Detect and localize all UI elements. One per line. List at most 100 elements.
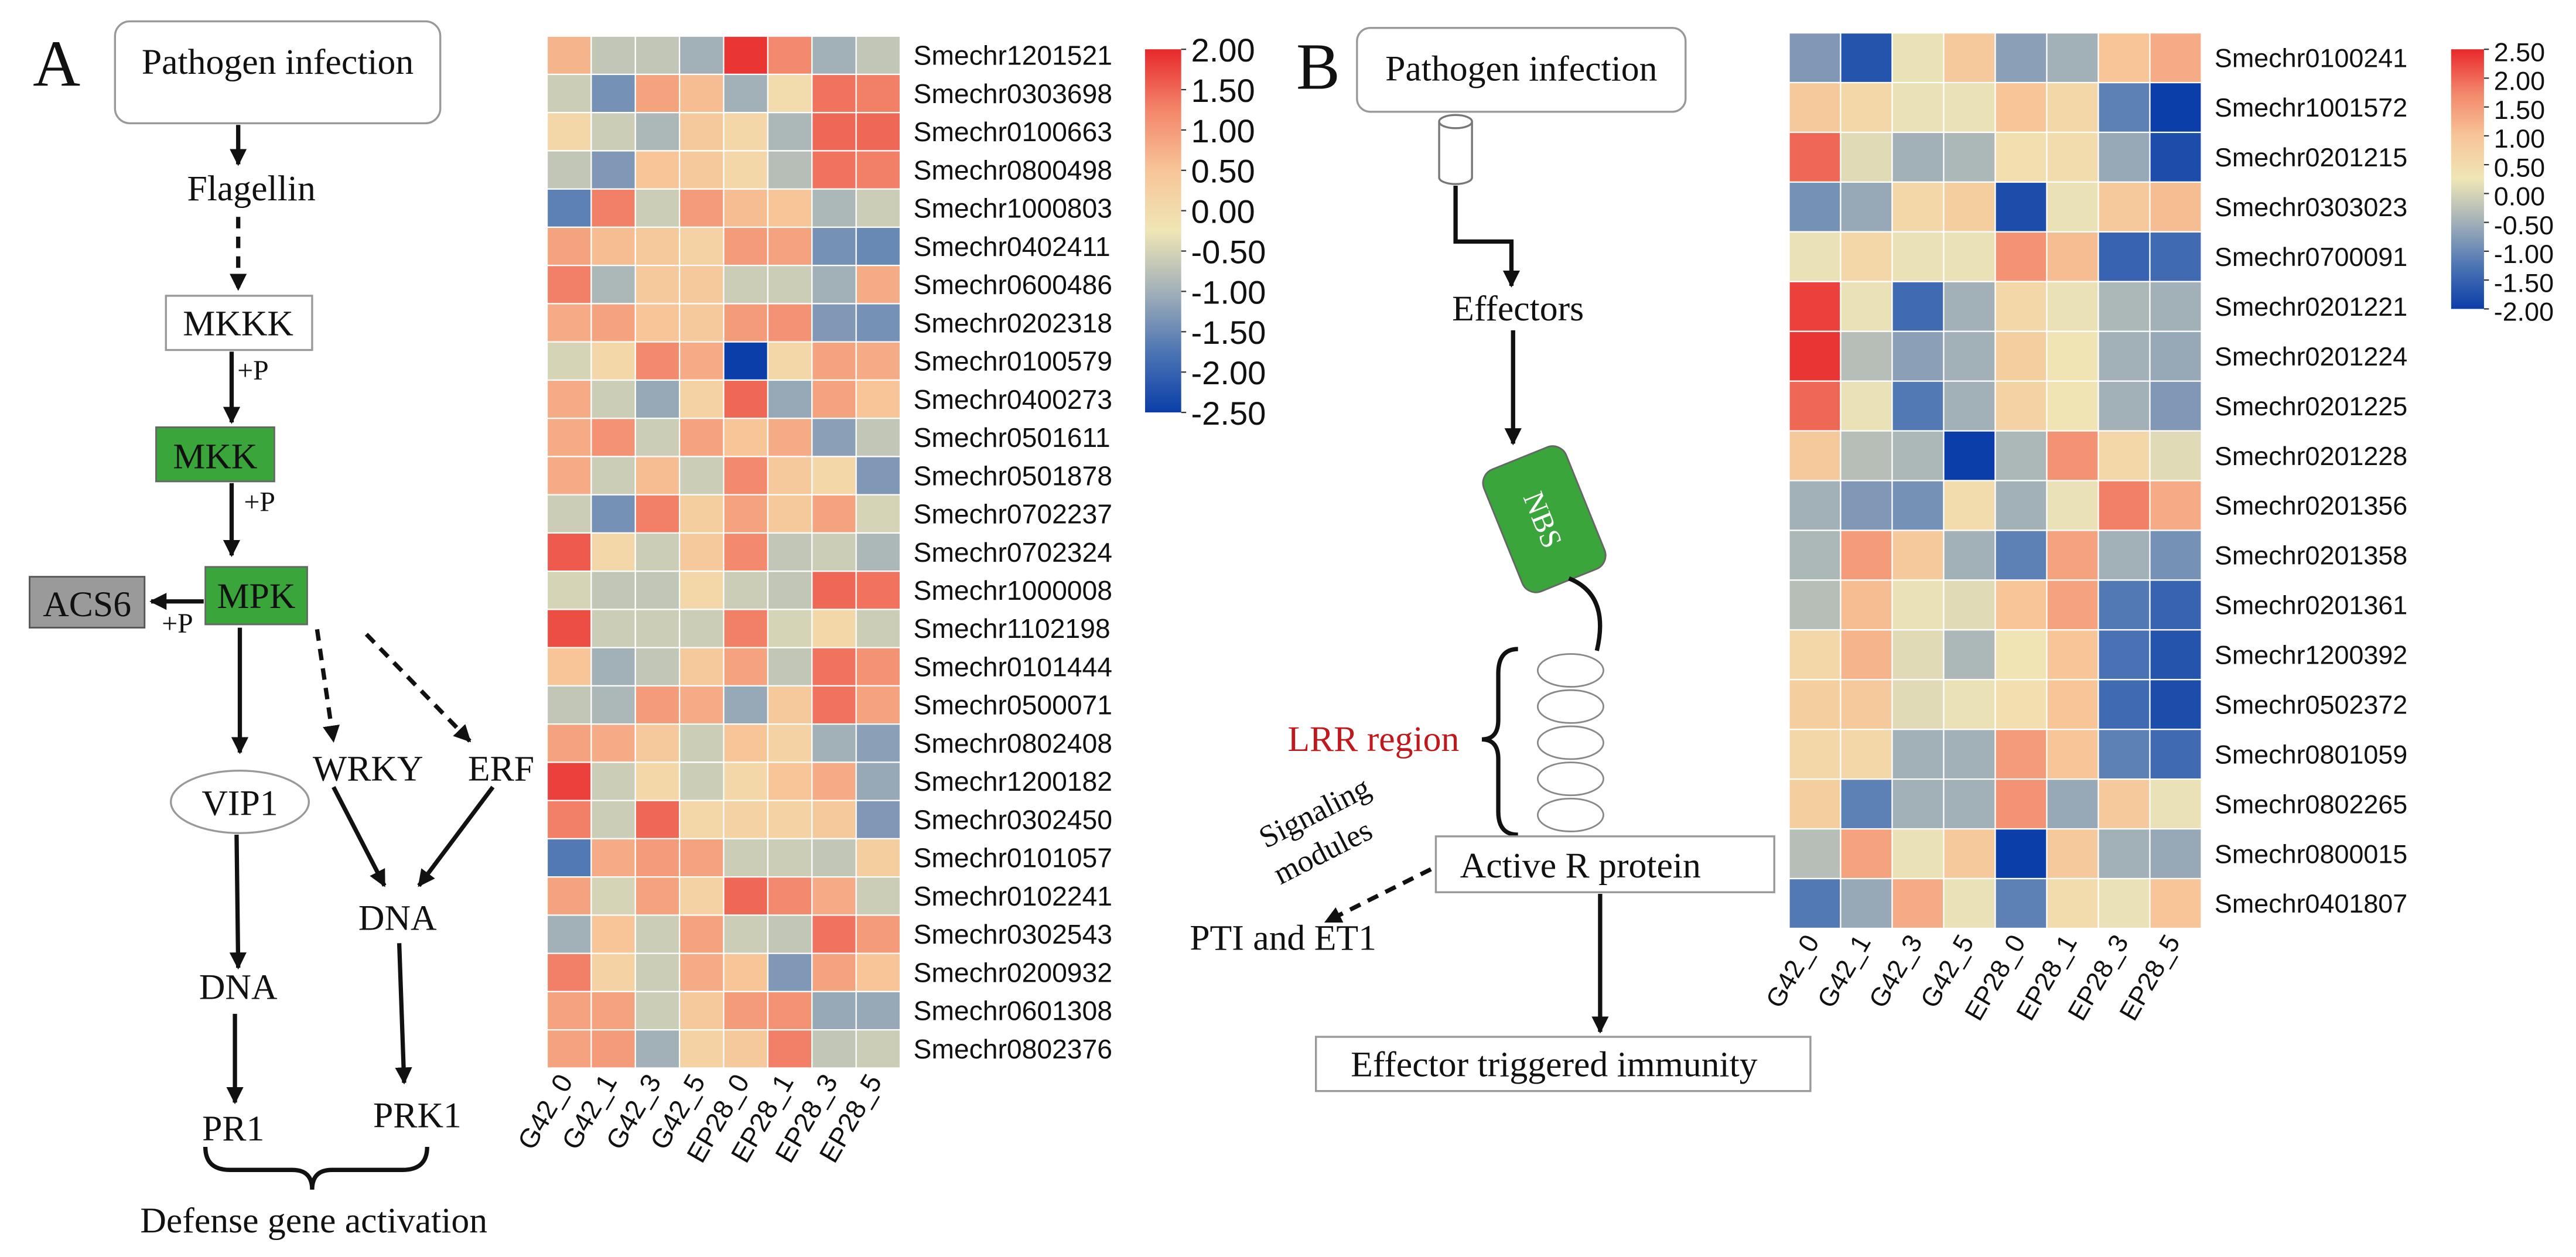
heatmap-cell [811,379,857,419]
heatmap-cell [2149,430,2202,481]
heatmap-cell [1891,181,1945,233]
heatmap-cell [1943,778,1996,830]
heatmap-cell [1943,828,1996,880]
heatmap-cell [2149,778,2202,830]
heatmap-cell [1994,629,2048,681]
row-label: Smechr1000803 [913,193,1112,224]
heatmap-cell [767,800,813,840]
node-label: Defense gene activation [140,1201,487,1241]
heatmap-cell [767,188,813,228]
heatmap-cell [767,456,813,496]
heatmap-cell [1943,579,1996,631]
heatmap-cell [1891,530,1945,581]
heatmap-cell [855,418,901,457]
heatmap-cell [634,456,681,496]
colorbar [2451,49,2484,309]
heatmap-cell [679,952,725,993]
row-label: Smechr0202318 [913,308,1112,338]
heatmap-cell [723,303,769,343]
row-label: Smechr0500071 [913,690,1112,720]
heatmap-cell [1943,281,1996,332]
heatmap-cell [1943,380,1996,432]
heatmap-cell [1788,530,1842,581]
heatmap-cell [767,303,813,343]
heatmap-cell [767,35,813,76]
heatmap-cell [679,647,725,687]
row-label: Smechr0100663 [913,117,1112,147]
heatmap-cell [634,226,681,267]
heatmap-cell [1840,231,1893,282]
heatmap-cell [546,876,592,916]
node-label: +P [237,356,268,386]
heatmap-cell [634,341,681,381]
heatmap-cell [679,494,725,534]
heatmap-cell [2097,480,2151,531]
heatmap-cell [2046,430,2099,481]
heatmap-cell [1943,32,1996,84]
colorbar-tick-label: 2.00 [2494,66,2545,96]
effector-icon [1438,121,1473,185]
heatmap-cell [1994,330,2048,382]
heatmap-cell [634,73,681,114]
node-box [29,576,146,628]
heatmap-cell [2046,32,2099,84]
heatmap-cell [1891,679,1945,730]
heatmap-cell [679,761,725,801]
heatmap-cell [855,494,901,534]
row-label: Smechr0801059 [2215,739,2407,769]
heatmap-cell [811,265,857,305]
heatmap-cell [679,150,725,190]
heatmap-cell [767,532,813,572]
node-label: MKKK [183,303,293,343]
node-label: +P [162,609,193,639]
heatmap-cell [811,761,857,801]
node-box [1356,27,1687,113]
node-label: Active R protein [1460,846,1701,886]
row-label: Smechr0100241 [2215,43,2407,73]
heatmap-cell [767,226,813,267]
node-label: DNA [199,968,278,1007]
arrow [1324,867,1432,924]
heatmap-cell [2149,81,2202,134]
heatmap-cell [767,571,813,610]
node-label: +P [244,487,275,517]
heatmap-cell [855,761,901,801]
node-box [155,426,275,483]
heatmap-cell [1788,281,1842,332]
heatmap-cell [590,150,636,190]
heatmap-cell [723,150,769,190]
heatmap-cell [2149,629,2202,681]
row-label: Smechr0600486 [913,269,1112,300]
heatmap-cell [811,609,857,648]
heatmap-cell [811,112,857,152]
heatmap-cell [767,838,813,878]
heatmap-cell [1840,877,1893,930]
heatmap-cell [1840,530,1893,581]
heatmap-cell [2097,131,2151,183]
heatmap-cell [546,226,592,267]
heatmap-cell [1788,380,1842,432]
heatmap-cell [2097,877,2151,930]
heatmap-cell [1840,81,1893,134]
colorbar-tick-label: -1.50 [1191,314,1266,351]
heatmap-cell [767,609,813,648]
heatmap-cell [1840,729,1893,780]
heatmap-cell [1788,579,1842,631]
colorbar-tick-label: -1.50 [2494,268,2554,298]
heatmap-cell [2097,729,2151,780]
arrow [364,633,472,743]
heatmap-cell [546,761,592,801]
heatmap-cell [855,990,901,1031]
row-label: Smechr0201356 [2215,491,2407,521]
heatmap-cell [811,532,857,572]
row-label: Smechr0400273 [913,384,1112,415]
heatmap-cell [634,761,681,801]
row-label: Smechr0501878 [913,460,1112,491]
heatmap-cell [855,685,901,725]
panel-label: A [33,28,80,100]
heatmap-cell [767,876,813,916]
heatmap-cell [811,952,857,993]
heatmap: Smechr0100241 Smechr1001572 Smechr0201215 S… [1760,32,2554,1026]
heatmap-cell [590,952,636,993]
